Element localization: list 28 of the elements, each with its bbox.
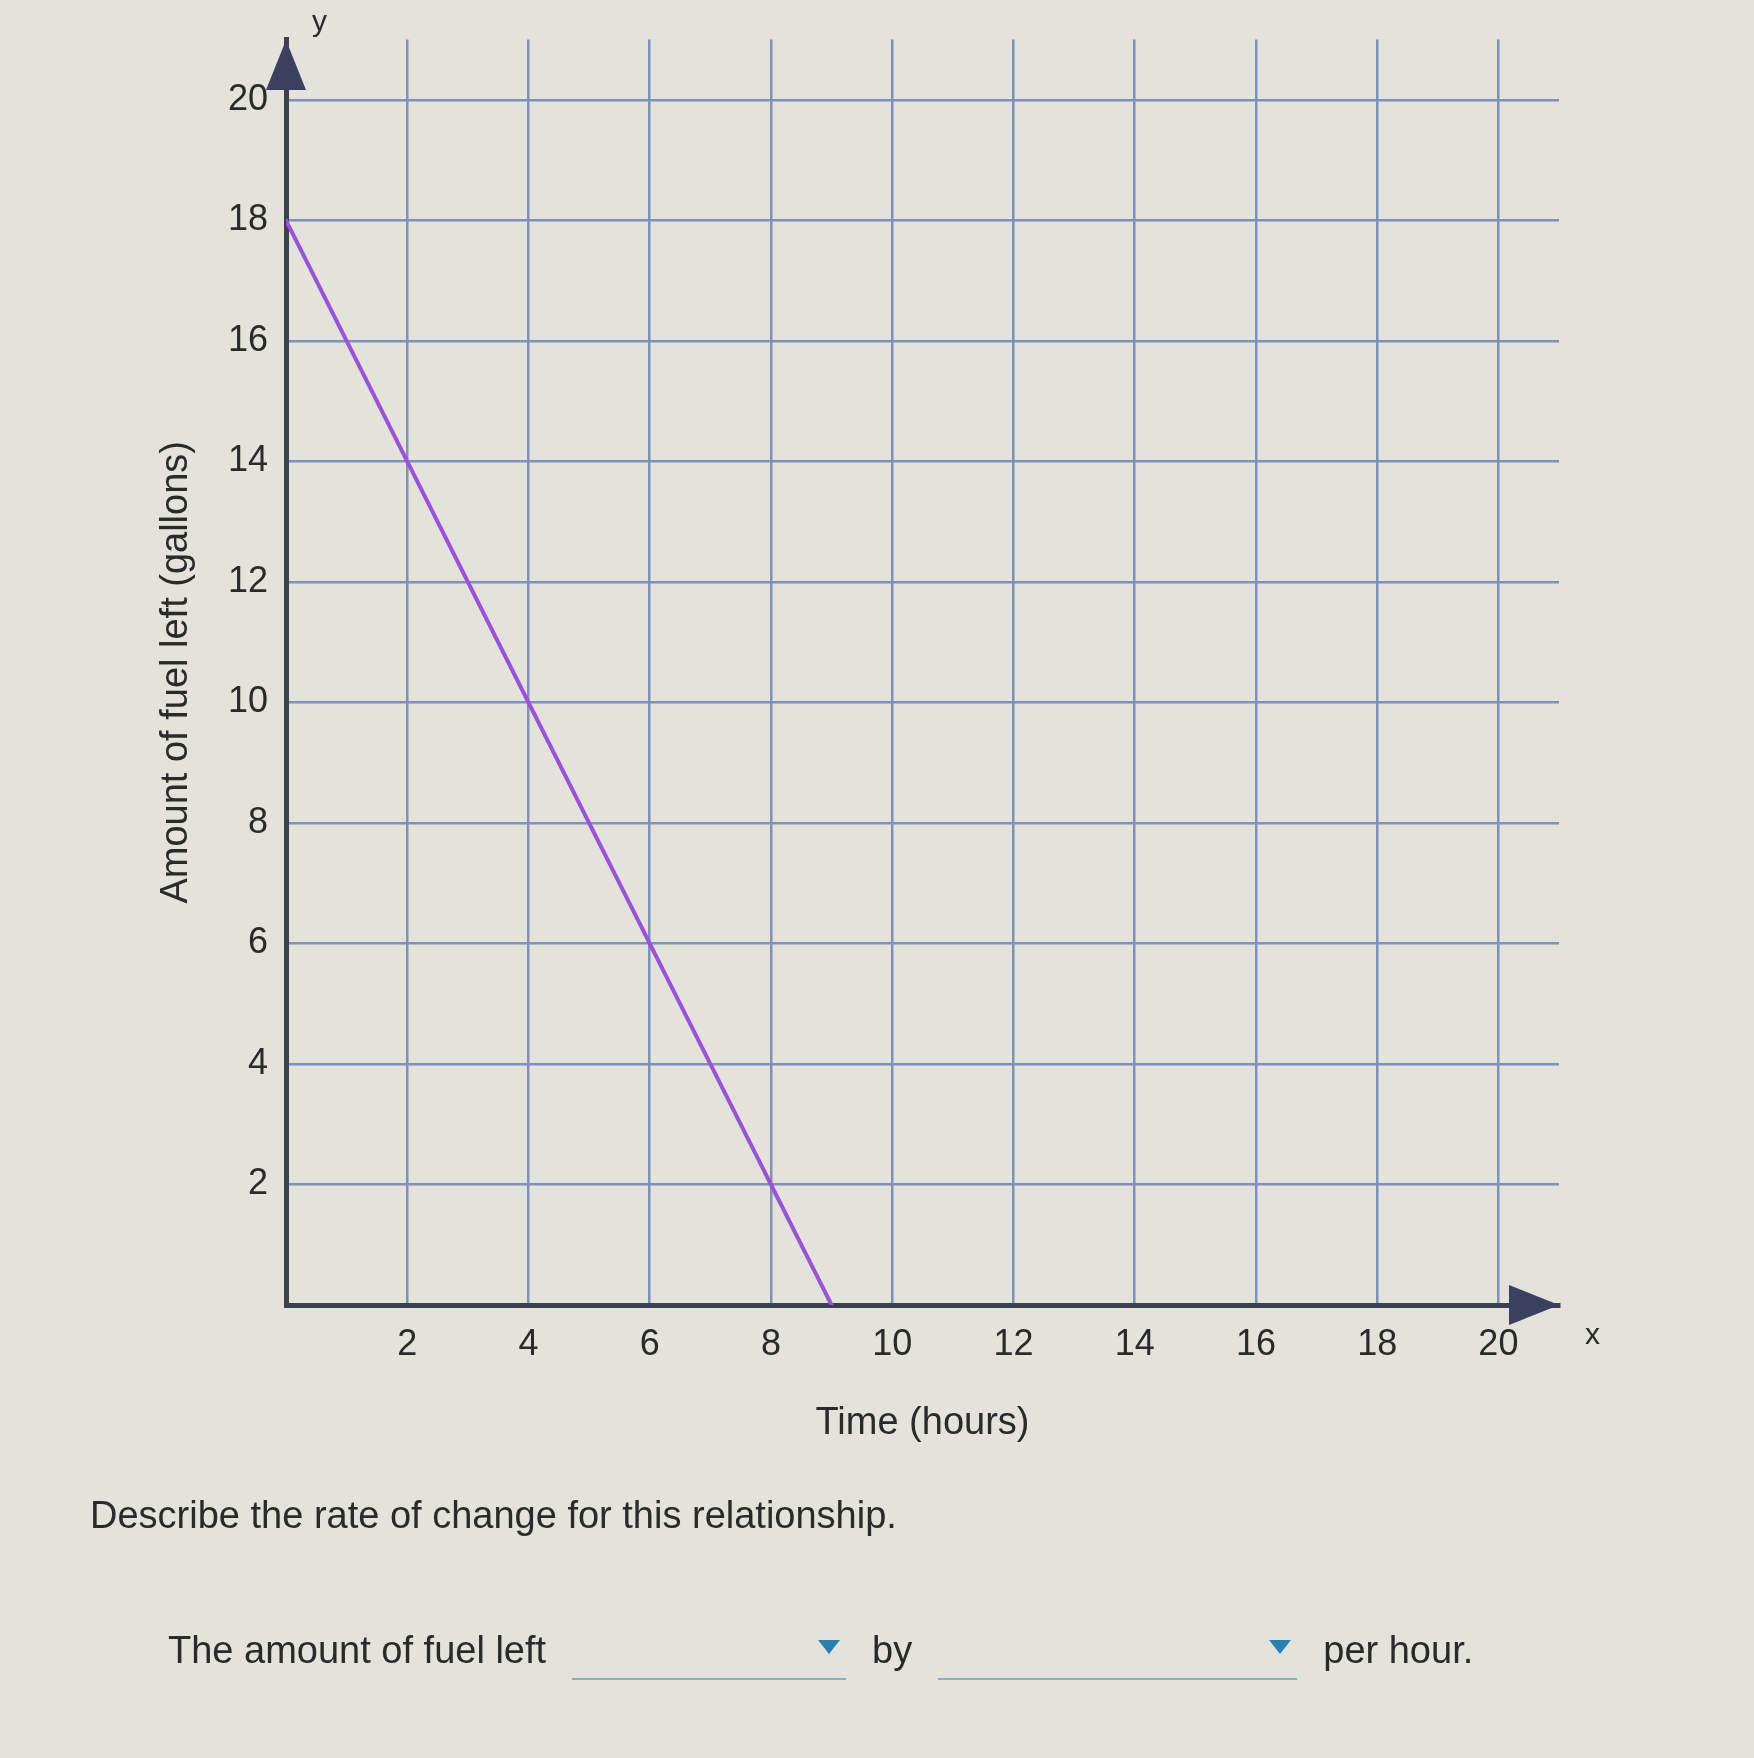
- y-tick-label: 6: [247, 920, 268, 962]
- text: per hour.: [1323, 1628, 1474, 1673]
- text: Describe the rate of change for this relationship.: [90, 1493, 897, 1538]
- y-tick-label: 8: [247, 799, 268, 841]
- y-tick-label: 20: [227, 76, 268, 118]
- text: x: [1585, 1317, 1600, 1350]
- x-tick-label: 8: [760, 1321, 781, 1363]
- text: y: [312, 3, 327, 37]
- x-tick-label: 4: [518, 1321, 539, 1363]
- x-tick-label: 18: [1357, 1321, 1398, 1363]
- text: by: [872, 1628, 913, 1673]
- y-tick-label: 16: [227, 317, 268, 359]
- x-tick-label: 6: [639, 1321, 660, 1363]
- x-tick-label: 20: [1478, 1321, 1519, 1363]
- text: The amount of fuel left: [168, 1628, 547, 1673]
- y-tick-label: 10: [227, 679, 268, 721]
- x-axis-title: Time (hours): [815, 1399, 1030, 1442]
- y-tick-label: 12: [227, 558, 268, 600]
- x-tick-label: 14: [1114, 1321, 1155, 1363]
- x-tick-label: 10: [872, 1321, 913, 1363]
- x-tick-label: 16: [1235, 1321, 1276, 1363]
- y-tick-label: 2: [247, 1161, 268, 1203]
- y-tick-label: 18: [227, 197, 268, 239]
- x-tick-label: 2: [397, 1321, 418, 1363]
- y-axis-title: Amount of fuel left (gallons): [153, 441, 196, 904]
- y-tick-label: 14: [227, 438, 268, 480]
- x-tick-label: 12: [993, 1321, 1034, 1363]
- y-tick-label: 4: [247, 1040, 268, 1082]
